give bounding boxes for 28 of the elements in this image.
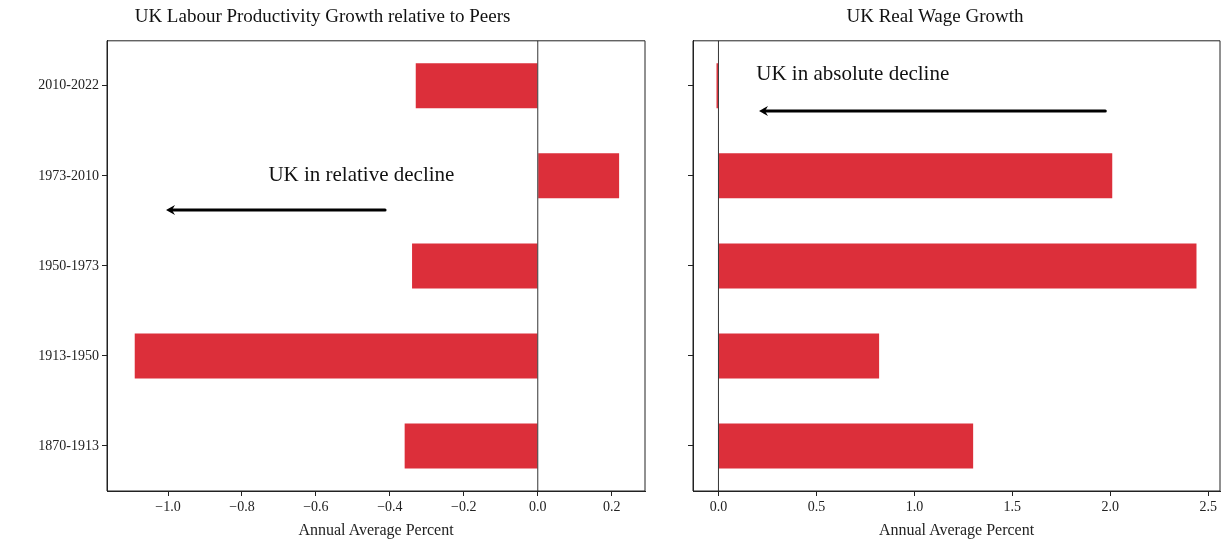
x-tick-label: 0.0 [709, 499, 728, 515]
bar [718, 153, 1113, 199]
x-tick-label: −0.2 [451, 499, 477, 515]
x-tick-label: 1.5 [1003, 499, 1022, 515]
x-tick-label: −0.6 [303, 499, 329, 515]
chart-title: UK Real Wage Growth [846, 5, 1024, 27]
x-tick-label: 0.2 [602, 499, 621, 515]
x-tick-label: 0.5 [807, 499, 826, 515]
x-tick-label: −1.0 [155, 499, 181, 515]
x-axis-title: Annual Average Percent [298, 520, 455, 539]
x-tick-label: 0.0 [529, 499, 547, 515]
x-axis-title: Annual Average Percent [878, 520, 1035, 539]
y-tick-label: 1913-1950 [38, 347, 99, 363]
x-tick-label: 2.5 [1199, 499, 1217, 515]
y-tick-label: 1973-2010 [38, 167, 99, 183]
annotation: UK in relative decline [268, 162, 455, 188]
y-tick-label: 1870-1913 [38, 437, 99, 453]
x-tick-label: −0.4 [377, 499, 403, 515]
bar [718, 333, 880, 379]
x-tick-label: −0.8 [229, 499, 255, 515]
chart-title: UK Labour Productivity Growth relative to Peers [134, 5, 511, 27]
bar [718, 243, 1197, 289]
x-tick-label: 2.0 [1101, 499, 1120, 515]
y-tick-label: 2010-2022 [38, 77, 99, 93]
bar [718, 423, 974, 469]
annotation: UK in absolute decline [756, 61, 950, 87]
y-tick-label: 1950-1973 [38, 257, 99, 273]
x-tick-label: 1.0 [905, 499, 924, 515]
